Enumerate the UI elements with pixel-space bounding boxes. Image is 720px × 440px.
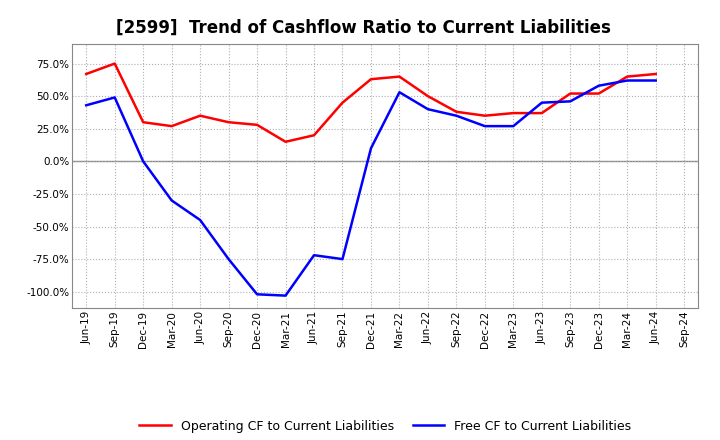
Operating CF to Current Liabilities bbox=[509, 110, 518, 116]
Operating CF to Current Liabilities bbox=[566, 91, 575, 96]
Operating CF to Current Liabilities bbox=[282, 139, 290, 144]
Operating CF to Current Liabilities bbox=[395, 74, 404, 79]
Free CF to Current Liabilities bbox=[595, 83, 603, 88]
Free CF to Current Liabilities bbox=[82, 103, 91, 108]
Operating CF to Current Liabilities bbox=[623, 74, 631, 79]
Operating CF to Current Liabilities bbox=[452, 109, 461, 114]
Operating CF to Current Liabilities bbox=[253, 122, 261, 128]
Legend: Operating CF to Current Liabilities, Free CF to Current Liabilities: Operating CF to Current Liabilities, Fre… bbox=[135, 414, 636, 437]
Operating CF to Current Liabilities bbox=[480, 113, 489, 118]
Free CF to Current Liabilities bbox=[537, 100, 546, 105]
Free CF to Current Liabilities bbox=[196, 217, 204, 223]
Free CF to Current Liabilities bbox=[338, 257, 347, 262]
Free CF to Current Liabilities bbox=[566, 99, 575, 104]
Operating CF to Current Liabilities bbox=[139, 120, 148, 125]
Operating CF to Current Liabilities bbox=[338, 100, 347, 105]
Operating CF to Current Liabilities bbox=[310, 132, 318, 138]
Operating CF to Current Liabilities bbox=[167, 124, 176, 129]
Operating CF to Current Liabilities bbox=[423, 94, 432, 99]
Free CF to Current Liabilities bbox=[395, 90, 404, 95]
Free CF to Current Liabilities bbox=[480, 124, 489, 129]
Free CF to Current Liabilities bbox=[509, 124, 518, 129]
Operating CF to Current Liabilities bbox=[537, 110, 546, 116]
Operating CF to Current Liabilities bbox=[366, 77, 375, 82]
Operating CF to Current Liabilities bbox=[595, 91, 603, 96]
Free CF to Current Liabilities bbox=[110, 95, 119, 100]
Free CF to Current Liabilities bbox=[139, 159, 148, 164]
Line: Free CF to Current Liabilities: Free CF to Current Liabilities bbox=[86, 81, 656, 296]
Line: Operating CF to Current Liabilities: Operating CF to Current Liabilities bbox=[86, 63, 656, 142]
Operating CF to Current Liabilities bbox=[110, 61, 119, 66]
Free CF to Current Liabilities bbox=[225, 257, 233, 262]
Free CF to Current Liabilities bbox=[310, 253, 318, 258]
Free CF to Current Liabilities bbox=[623, 78, 631, 83]
Free CF to Current Liabilities bbox=[423, 106, 432, 112]
Free CF to Current Liabilities bbox=[282, 293, 290, 298]
Operating CF to Current Liabilities bbox=[225, 120, 233, 125]
Operating CF to Current Liabilities bbox=[652, 71, 660, 77]
Free CF to Current Liabilities bbox=[167, 198, 176, 203]
Free CF to Current Liabilities bbox=[253, 292, 261, 297]
Text: [2599]  Trend of Cashflow Ratio to Current Liabilities: [2599] Trend of Cashflow Ratio to Curren… bbox=[116, 19, 611, 37]
Free CF to Current Liabilities bbox=[652, 78, 660, 83]
Operating CF to Current Liabilities bbox=[196, 113, 204, 118]
Free CF to Current Liabilities bbox=[452, 113, 461, 118]
Operating CF to Current Liabilities bbox=[82, 71, 91, 77]
Free CF to Current Liabilities bbox=[366, 146, 375, 151]
